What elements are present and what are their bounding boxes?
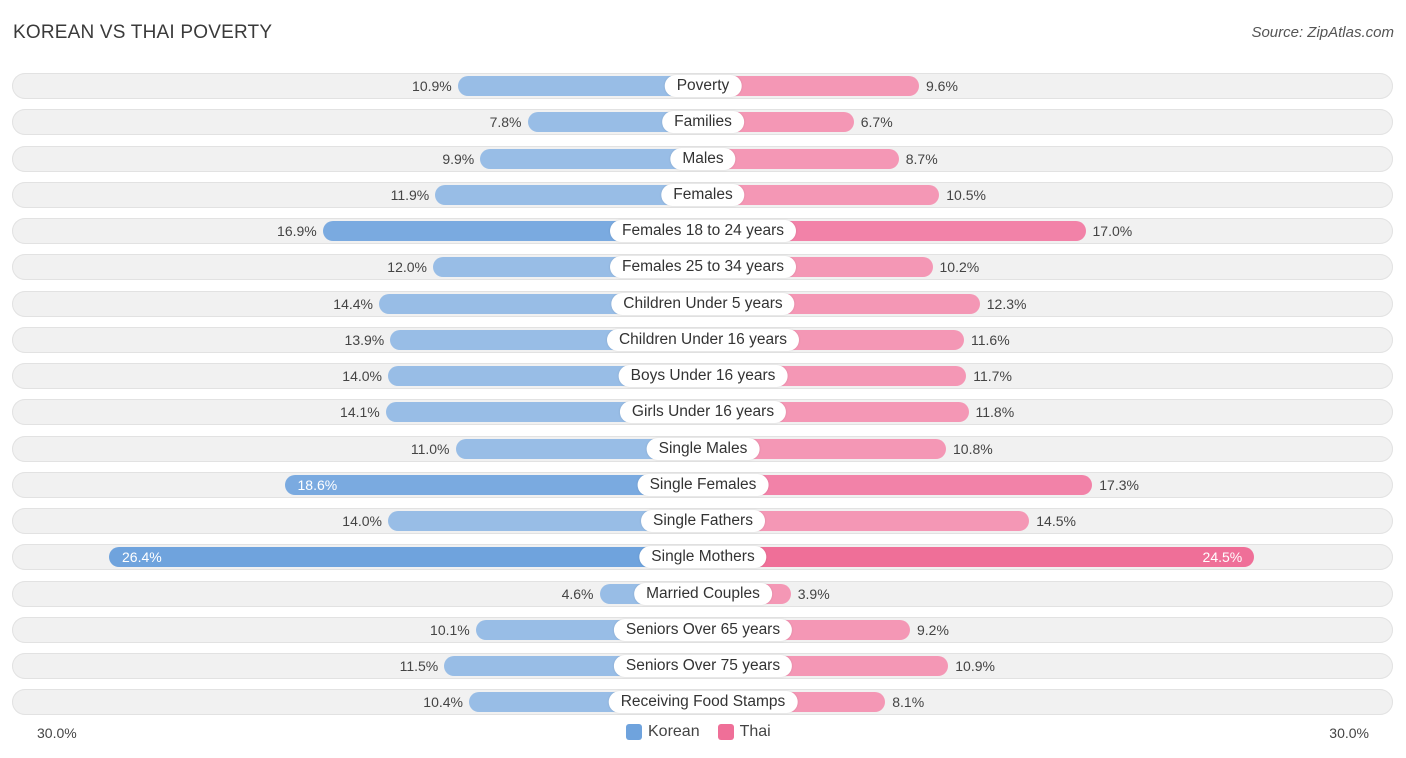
legend-swatch-thai [717,724,734,740]
category-label: Girls Under 16 years [619,401,787,424]
value-label-thai: 3.9% [797,585,830,602]
legend-swatch-korean [626,724,642,740]
category-label: Poverty [664,75,742,97]
value-label-korean: 26.4% [122,549,162,566]
category-label: Females [661,183,745,206]
category-label: Families [662,111,744,134]
value-label-korean: 13.9% [344,331,385,348]
legend: Korean Thai [626,723,781,741]
bar-thai[interactable] [703,184,940,205]
category-label: Single Fathers [641,510,765,532]
value-label-korean: 11.5% [399,658,439,674]
value-label-thai: 9.2% [917,621,949,638]
category-label: Single Females [637,473,769,496]
bar-thai[interactable] [703,438,946,459]
category-label: Children Under 5 years [611,292,795,315]
value-label-thai: 8.1% [892,694,925,711]
legend-label-korean: Korean [648,723,700,740]
bar-thai[interactable] [703,148,899,169]
value-label-thai: 9.6% [926,78,958,94]
legend-label-thai: Thai [739,723,771,740]
value-label-korean: 14.0% [342,368,382,384]
category-label: Single Mothers [639,546,767,569]
value-label-korean: 14.0% [342,513,382,529]
legend-item-thai[interactable]: Thai [717,723,771,741]
bar-thai[interactable] [703,511,1030,531]
value-label-korean: 18.6% [297,476,338,493]
value-label-thai: 11.6% [971,331,1010,348]
bar-korean[interactable] [457,76,703,96]
category-label: Single Males [646,437,760,460]
value-label-korean: 16.9% [277,223,317,239]
source-label: Source: ZipAtlas.com [1251,24,1394,41]
value-label-thai: 10.8% [953,440,993,457]
value-label-korean: 7.8% [489,114,522,131]
bar-korean[interactable] [480,148,703,169]
legend-item-korean[interactable]: Korean [626,723,700,741]
value-label-thai: 11.7% [973,368,1012,384]
category-label: Receiving Food Stamps [608,691,798,714]
bar-thai[interactable] [703,474,1093,495]
value-label-korean: 10.4% [423,694,463,711]
value-label-thai: 17.0% [1092,223,1133,239]
category-label: Females 25 to 34 years [610,256,796,279]
category-label: Females 18 to 24 years [610,220,796,242]
value-label-thai: 10.9% [955,658,995,674]
bar-korean[interactable] [435,184,703,205]
bar-korean[interactable] [284,474,703,495]
category-label: Married Couples [634,582,772,605]
bar-thai[interactable] [703,221,1086,241]
value-label-korean: 11.9% [390,186,430,203]
bar-korean[interactable] [109,547,703,568]
value-label-korean: 11.0% [410,440,450,457]
bar-korean[interactable] [455,438,703,459]
value-label-korean: 10.9% [412,78,452,94]
value-label-korean: 14.4% [333,295,373,312]
value-label-thai: 8.7% [905,150,938,167]
category-label: Seniors Over 75 years [613,655,793,677]
category-label: Boys Under 16 years [618,365,788,387]
bar-korean[interactable] [388,511,703,531]
value-label-thai: 17.3% [1099,476,1139,493]
axis-right-label: 30.0% [1329,725,1369,741]
category-label: Children Under 16 years [606,328,800,351]
value-label-thai: 14.5% [1036,513,1076,529]
value-label-korean: 9.9% [442,150,475,167]
value-label-thai: 10.2% [939,259,980,276]
bar-korean[interactable] [527,112,703,133]
value-label-korean: 4.6% [561,585,594,602]
value-label-thai: 12.3% [986,295,1027,312]
value-label-thai: 6.7% [860,114,893,131]
axis-left-label: 30.0% [37,725,77,741]
bar-thai[interactable] [703,76,919,96]
category-label: Males [670,147,736,170]
value-label-korean: 12.0% [387,259,427,276]
bar-korean[interactable] [322,221,703,241]
bar-thai[interactable] [703,547,1255,568]
value-label-korean: 10.1% [430,621,470,638]
value-label-thai: 10.5% [946,186,986,203]
value-label-thai: 24.5% [1202,549,1243,566]
chart-title: KOREAN VS THAI POVERTY [13,22,273,43]
value-label-thai: 11.8% [975,404,1015,421]
value-label-korean: 14.1% [340,404,380,421]
category-label: Seniors Over 65 years [613,618,793,641]
